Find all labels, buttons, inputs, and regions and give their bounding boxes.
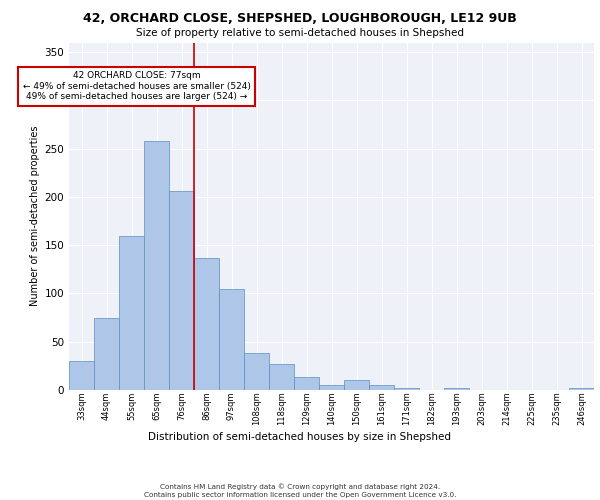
Bar xyxy=(144,141,169,390)
Bar xyxy=(394,388,419,390)
Bar xyxy=(94,318,119,390)
Text: Contains HM Land Registry data © Crown copyright and database right 2024.
Contai: Contains HM Land Registry data © Crown c… xyxy=(144,484,456,498)
Bar xyxy=(319,385,344,390)
Text: Size of property relative to semi-detached houses in Shepshed: Size of property relative to semi-detach… xyxy=(136,28,464,38)
Bar xyxy=(294,378,319,390)
Y-axis label: Number of semi-detached properties: Number of semi-detached properties xyxy=(30,126,40,306)
Bar xyxy=(269,364,294,390)
Text: Distribution of semi-detached houses by size in Shepshed: Distribution of semi-detached houses by … xyxy=(149,432,452,442)
Bar xyxy=(344,380,369,390)
Bar xyxy=(219,288,244,390)
Bar xyxy=(444,388,469,390)
Bar xyxy=(569,388,594,390)
Bar xyxy=(169,191,194,390)
Bar xyxy=(119,236,144,390)
Bar xyxy=(244,354,269,390)
Bar xyxy=(369,385,394,390)
Text: 42, ORCHARD CLOSE, SHEPSHED, LOUGHBOROUGH, LE12 9UB: 42, ORCHARD CLOSE, SHEPSHED, LOUGHBOROUG… xyxy=(83,12,517,26)
Bar xyxy=(69,361,94,390)
Bar xyxy=(194,258,219,390)
Text: 42 ORCHARD CLOSE: 77sqm
← 49% of semi-detached houses are smaller (524)
49% of s: 42 ORCHARD CLOSE: 77sqm ← 49% of semi-de… xyxy=(23,72,250,102)
